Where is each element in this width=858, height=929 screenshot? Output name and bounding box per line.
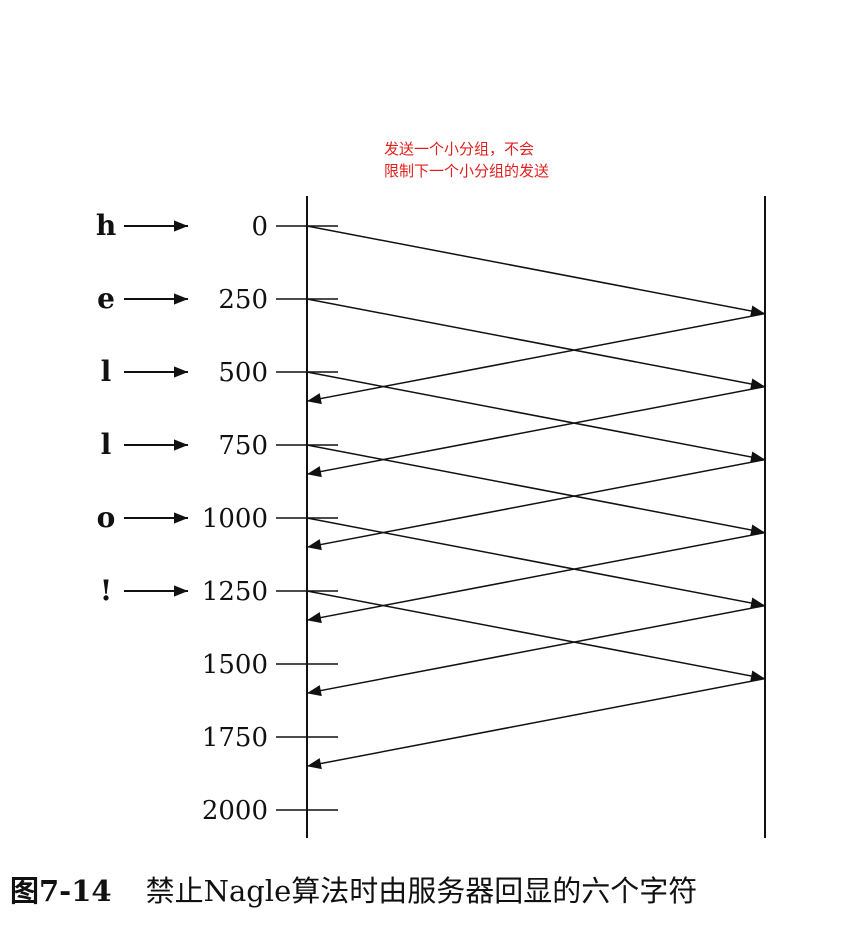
echo-arrow <box>307 387 765 475</box>
time-label: 0 <box>251 212 268 242</box>
annotation-note: 发送一个小分组，不会 限制下一个小分组的发送 <box>384 138 644 182</box>
send-arrow <box>307 226 765 314</box>
figure-title: 禁止Nagle算法时由服务器回显的六个字符 <box>146 874 698 908</box>
char-label: ! <box>100 574 112 607</box>
time-label: 2000 <box>202 796 268 826</box>
send-arrow <box>307 518 765 606</box>
char-label: o <box>97 501 116 534</box>
char-label: h <box>96 209 116 242</box>
echo-arrow <box>307 533 765 621</box>
time-label: 1500 <box>202 650 268 680</box>
time-label: 250 <box>218 285 268 315</box>
char-label: l <box>101 355 112 388</box>
echo-arrow <box>307 679 765 767</box>
send-arrow <box>307 299 765 387</box>
figure-number: 图7-14 <box>10 874 112 908</box>
annotation-line-1: 发送一个小分组，不会 <box>384 138 644 160</box>
char-label: l <box>101 428 112 461</box>
send-arrow <box>307 372 765 460</box>
send-arrow <box>307 591 765 679</box>
time-label: 1000 <box>202 504 268 534</box>
time-label: 750 <box>218 431 268 461</box>
time-label: 500 <box>218 358 268 388</box>
char-label: e <box>97 282 115 315</box>
figure-caption: 图7-14 禁止Nagle算法时由服务器回显的六个字符 <box>10 868 858 910</box>
echo-arrow <box>307 314 765 402</box>
time-label: 1750 <box>202 723 268 753</box>
send-arrow <box>307 445 765 533</box>
annotation-line-2: 限制下一个小分组的发送 <box>384 160 644 182</box>
echo-arrow <box>307 606 765 694</box>
echo-arrow <box>307 460 765 548</box>
time-label: 1250 <box>202 577 268 607</box>
